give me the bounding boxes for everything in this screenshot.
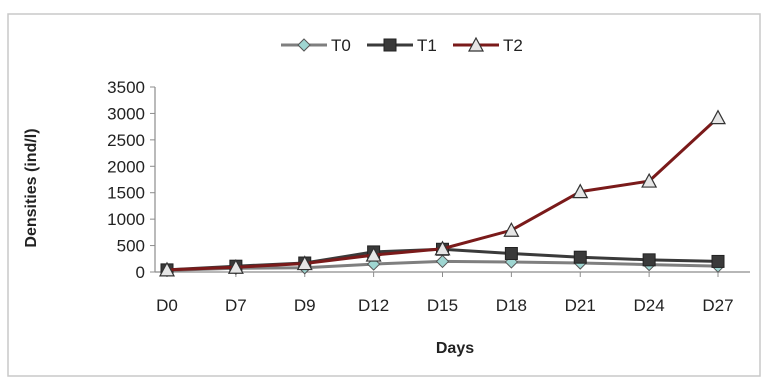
- data-point-t2: [641, 172, 658, 188]
- legend-item-t1: T1: [367, 36, 437, 55]
- x-tick-label: D24: [634, 296, 665, 315]
- x-tick-label: D0: [156, 296, 178, 315]
- y-tick-label: 2000: [107, 157, 145, 176]
- x-axis-label: Days: [436, 340, 474, 357]
- series-t2: [158, 109, 727, 277]
- x-tick-label: D21: [565, 296, 596, 315]
- x-tick-label: D15: [427, 296, 458, 315]
- legend-marker: [383, 38, 397, 52]
- y-tick-label: 500: [117, 237, 145, 256]
- y-tick-label: 1500: [107, 184, 145, 203]
- legend-label: T2: [503, 36, 523, 55]
- data-point-t2: [709, 109, 727, 125]
- chart-border: [7, 13, 761, 377]
- legend-item-t0: T0: [281, 36, 351, 55]
- legend-label: T0: [331, 36, 351, 55]
- x-tick-label: D7: [225, 296, 247, 315]
- data-point-t1: [504, 247, 518, 260]
- x-tick-label: D9: [294, 296, 316, 315]
- data-point-t0: [435, 254, 450, 269]
- data-point-t2: [434, 240, 451, 256]
- legend-marker: [297, 38, 311, 52]
- data-point-t2: [572, 183, 589, 199]
- data-point-t2: [227, 258, 244, 274]
- data-point-t1: [573, 250, 587, 264]
- data-point-t1: [711, 254, 725, 268]
- data-point-t1: [642, 253, 656, 267]
- data-point-t2: [365, 246, 382, 262]
- x-tick-label: D12: [358, 296, 389, 315]
- series-group: [158, 109, 727, 278]
- data-point-t2: [158, 261, 176, 277]
- x-tick-label: D18: [496, 296, 527, 315]
- legend-label: T1: [417, 36, 437, 55]
- y-tick-label: 2500: [107, 131, 145, 150]
- legend: T0 T1 T2: [281, 36, 523, 55]
- y-axis-ticks: 0 500 1000 1500 2000 2500 3000 3500: [107, 78, 155, 282]
- data-point-t2: [296, 255, 313, 271]
- legend-item-t2: T2: [453, 36, 523, 55]
- y-tick-label: 3500: [107, 78, 145, 97]
- x-axis-ticks: D0 D7 D9 D12 D15 D18 D21 D24 D27: [156, 272, 734, 315]
- y-tick-label: 3000: [107, 104, 145, 123]
- y-axis-label: Densities (ind/l): [23, 128, 40, 247]
- data-point-t2: [503, 221, 520, 237]
- y-tick-label: 1000: [107, 210, 145, 229]
- x-tick-label: D27: [702, 296, 733, 315]
- legend-marker: [467, 36, 485, 52]
- y-tick-label: 0: [136, 263, 145, 282]
